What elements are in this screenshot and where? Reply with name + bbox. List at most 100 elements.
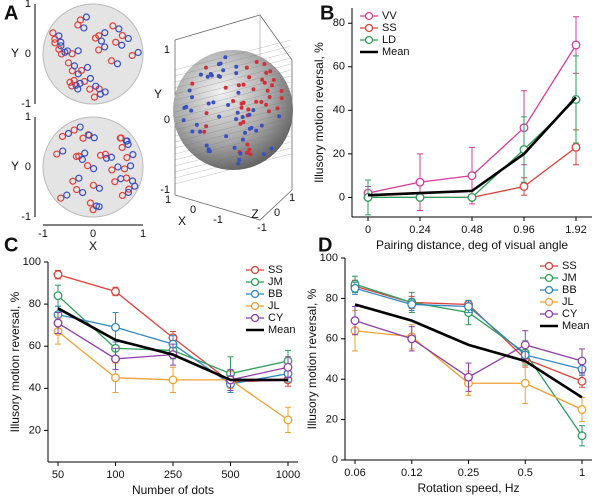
dot [83,63,92,72]
dot [89,181,98,189]
legend-marker [544,297,554,307]
dot [55,45,63,53]
dot [262,61,267,66]
dot [211,100,216,105]
dot [267,95,272,100]
y-tick-label: -1 [21,211,31,223]
dot [86,199,95,207]
sphere-stripe [174,57,292,89]
dot [189,95,194,100]
x-tick-label: 50 [52,469,64,481]
dot [66,78,74,86]
dot [275,106,280,111]
x-tick-label: 0.5 [518,467,533,479]
dot [74,21,82,29]
y-tick-label: -1 [21,98,31,110]
legend-marker [544,309,554,319]
legend-label: LD [382,34,396,46]
dot [184,104,189,109]
legend-marker [250,277,260,287]
x-tick-label: 0.96 [513,224,534,236]
dot [223,85,228,90]
dot [217,74,222,79]
dot [202,129,207,134]
legend-label: BB [268,288,283,300]
legend-label: Mean [268,324,296,336]
dot [265,88,270,93]
z-tick-label: -1 [257,222,267,234]
sphere-stripe [174,153,292,185]
point [520,340,530,350]
dot [58,132,67,141]
dot [118,41,126,49]
x-tick-label: 0 [90,228,96,240]
dot [264,102,269,107]
dot [279,96,284,101]
y-tick-label: 0 [25,161,31,173]
dot [69,177,77,185]
dot [90,93,99,101]
dot [198,129,203,134]
dot [85,131,93,139]
dot [260,77,265,82]
x-tick-label: 0.48 [461,224,482,236]
point [283,362,293,372]
y-tick-label: 60 [326,333,338,345]
y-tick-label: 0 [332,454,338,466]
dot [64,59,73,67]
dot [49,29,57,37]
dot [118,191,127,200]
point [571,142,581,152]
x-tick-label: 0 [365,224,371,236]
point [467,192,477,202]
x-tick-label: 1 [165,194,171,206]
dot [238,121,243,126]
dot-field [42,3,144,105]
dot [68,50,76,58]
dot [241,119,246,124]
dot [122,137,130,145]
dot [109,22,117,30]
dot [91,34,100,42]
dot [57,42,65,50]
legend-label: Mean [562,320,590,332]
dot [236,161,241,166]
y-tick-label: 1 [25,0,31,10]
dot [270,83,275,88]
dot [95,184,104,192]
dot [76,123,84,131]
x-tick-label: 250 [164,469,182,481]
series-line [354,303,583,399]
dot [124,188,133,197]
point [520,378,530,388]
dot [124,34,132,43]
dot [57,38,65,46]
dot [95,46,103,54]
dot [75,174,83,182]
point [111,354,120,364]
dot [181,118,186,123]
z-tick-label: 0 [274,207,280,219]
y-axis-label: Illusory motion reversal, % [312,42,326,183]
dot [190,81,195,86]
point [111,373,120,383]
point [53,291,63,301]
legend-label: JL [268,300,280,312]
dot [269,146,274,151]
dot [231,98,236,103]
dot [64,129,73,138]
axis-label: X [178,214,186,228]
dot [51,35,59,43]
legend-marker [544,285,554,295]
series-line [367,96,577,197]
legend-marker [250,265,260,275]
dot [53,150,61,158]
legend-label: JM [268,276,283,288]
point [464,372,473,382]
dot [128,177,137,185]
dot [101,29,109,37]
y-tick-label: 60 [29,340,41,352]
legend-label: SS [268,264,283,276]
dot [123,153,131,162]
